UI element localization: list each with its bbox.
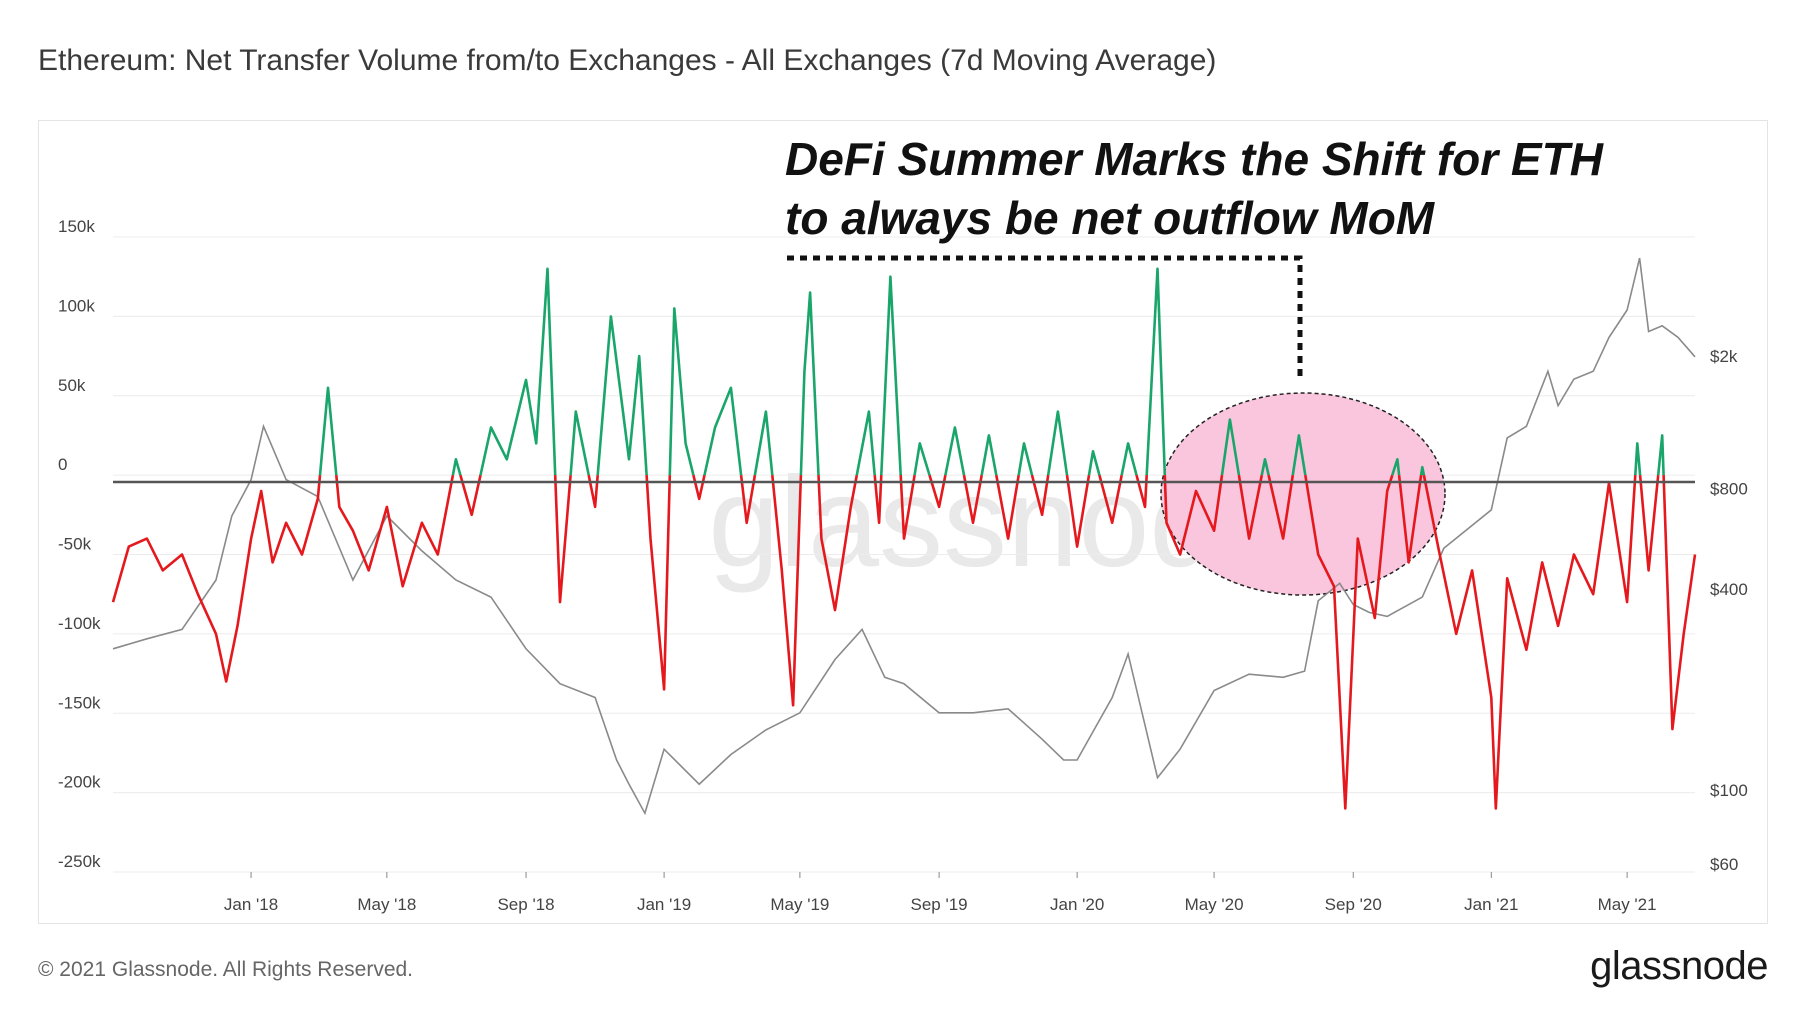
netflow-outflow-segment xyxy=(1065,474,1091,548)
copyright-text: © 2021 Glassnode. All Rights Reserved. xyxy=(38,958,414,981)
netflow-outflow-segment xyxy=(817,474,859,612)
netflow-inflow-segment xyxy=(668,307,695,476)
gridlines xyxy=(113,236,1695,873)
chart-title: Ethereum: Net Transfer Volume from/to Ex… xyxy=(38,44,1217,77)
netflow-outflow-segment xyxy=(995,474,1020,540)
netflow-outflow-segment xyxy=(1135,474,1148,509)
netflow-inflow-segment xyxy=(799,291,820,476)
x-tick-label: May '19 xyxy=(770,895,829,914)
netflow-outflow-segment xyxy=(1662,475,1697,731)
x-tick-label: Jan '20 xyxy=(1050,895,1104,914)
netflow-inflow-segment xyxy=(569,410,590,476)
x-tick-label: Jan '18 xyxy=(224,895,278,914)
glassnode-logo: glassnode xyxy=(1590,944,1768,988)
netflow-outflow-segment xyxy=(645,475,672,691)
netflow-outflow-segment xyxy=(692,474,706,501)
x-axis: Jan '18 May '18 Sep '18 Jan '19 May '19 Sep '… xyxy=(224,872,1657,914)
netflow-outflow-segment xyxy=(1267,474,1295,540)
netflow-inflow-segment xyxy=(479,267,557,476)
netflow-outflow-segment xyxy=(459,474,482,517)
x-tick-label: Sep '20 xyxy=(1325,895,1382,914)
right-tick-label: $800 xyxy=(1710,480,1748,499)
netflow-inflow-segment xyxy=(703,386,743,476)
netflow-series xyxy=(111,267,1697,810)
chart-panel xyxy=(38,120,1768,924)
netflow-inflow-segment xyxy=(318,386,338,476)
right-tick-label: $60 xyxy=(1710,855,1738,874)
netflow-outflow-segment xyxy=(1098,474,1123,525)
price-series xyxy=(112,257,1696,816)
left-tick-label: -250k xyxy=(58,852,101,871)
netflow-outflow-segment xyxy=(899,474,916,540)
x-tick-label: Jan '21 xyxy=(1464,895,1518,914)
price-line xyxy=(112,257,1696,816)
netflow-inflow-segment xyxy=(1120,442,1138,476)
netflow-inflow-segment xyxy=(855,410,876,476)
netflow-inflow-segment xyxy=(1291,434,1307,476)
left-tick-label: -150k xyxy=(58,693,101,712)
netflow-inflow-segment xyxy=(880,275,902,476)
x-tick-label: Sep '19 xyxy=(911,895,968,914)
netflow-outflow-segment xyxy=(1030,474,1050,517)
left-tick-label: -100k xyxy=(58,614,101,633)
netflow-outflow-segment xyxy=(928,474,947,509)
right-tick-label: $2k xyxy=(1710,347,1738,366)
x-tick-label: May '21 xyxy=(1598,895,1657,914)
left-tick-label: -200k xyxy=(58,773,101,792)
netflow-inflow-segment xyxy=(753,410,774,476)
netflow-outflow-segment xyxy=(1397,474,1423,564)
netflow-inflow-segment xyxy=(1634,442,1642,476)
annotation-line-1: DeFi Summer Marks the Shift for ETH xyxy=(785,133,1604,185)
netflow-inflow-segment xyxy=(451,457,462,476)
netflow-outflow-segment xyxy=(962,474,983,525)
left-tick-label: 100k xyxy=(58,296,95,315)
netflow-outflow-segment xyxy=(335,474,455,588)
left-tick-label: 0 xyxy=(58,455,67,474)
netflow-outflow-segment xyxy=(1304,474,1394,810)
x-tick-label: May '18 xyxy=(357,895,416,914)
netflow-inflow-segment xyxy=(980,434,998,476)
right-tick-label: $100 xyxy=(1710,781,1748,800)
left-axis: 150k 100k 50k 0 -50k -100k -150k -200k -250k xyxy=(58,217,101,871)
netflow-inflow-segment xyxy=(1391,457,1401,476)
left-tick-label: 150k xyxy=(58,217,95,236)
netflow-outflow-segment xyxy=(873,474,883,525)
left-tick-label: 50k xyxy=(58,376,86,395)
right-axis: $2k $800 $400 $100 $60 xyxy=(1710,347,1748,874)
defi-summer-highlight xyxy=(1160,392,1446,596)
netflow-inflow-segment xyxy=(944,426,966,476)
netflow-outflow-segment xyxy=(111,474,322,683)
netflow-outflow-segment xyxy=(1638,474,1660,572)
annotation-line-2: to always be net outflow MoM xyxy=(785,192,1436,244)
netflow-outflow-segment xyxy=(739,474,757,525)
netflow-inflow-segment xyxy=(1145,267,1167,476)
right-tick-label: $400 xyxy=(1710,580,1748,599)
netflow-outflow-segment xyxy=(1422,474,1637,810)
left-tick-label: -50k xyxy=(58,535,92,554)
netflow-outflow-segment xyxy=(1163,474,1224,556)
netflow-inflow-segment xyxy=(1656,434,1665,476)
netflow-inflow-segment xyxy=(1017,442,1034,476)
x-tick-label: Jan '19 xyxy=(637,895,691,914)
annotation-dotted-pointer xyxy=(787,255,1303,378)
netflow-inflow-segment xyxy=(1046,410,1069,476)
x-tick-label: May '20 xyxy=(1185,895,1244,914)
netflow-outflow-segment xyxy=(553,474,572,604)
netflow-inflow-segment xyxy=(1220,418,1241,476)
netflow-outflow-segment xyxy=(587,474,599,509)
netflow-inflow-segment xyxy=(913,442,931,476)
x-tick-label: Sep '18 xyxy=(497,895,554,914)
netflow-inflow-segment xyxy=(1260,457,1270,476)
netflow-inflow-segment xyxy=(1419,465,1426,476)
netflow-inflow-segment xyxy=(1087,449,1101,476)
netflow-outflow-segment xyxy=(771,474,803,707)
netflow-outflow-segment xyxy=(1237,474,1264,540)
netflow-inflow-segment xyxy=(596,315,648,476)
